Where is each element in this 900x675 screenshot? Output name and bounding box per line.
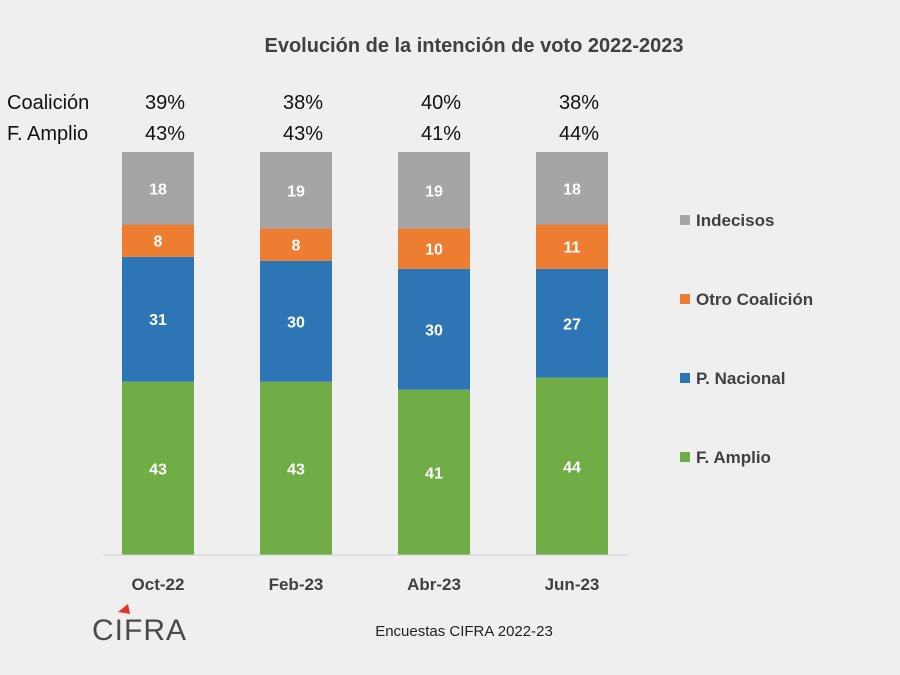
- cifra-logo-text: CIFRA: [92, 614, 187, 647]
- legend-label: P. Nacional: [696, 369, 785, 388]
- bar-value-label: 30: [287, 314, 305, 331]
- bar-value-label: 19: [425, 183, 443, 200]
- summary-value: 38%: [559, 92, 599, 114]
- legend: Indecisos Otro Coalición P. Nacional F. Amp…: [680, 211, 813, 467]
- bar-segment: [536, 268, 608, 378]
- bar-value-label: 8: [292, 238, 301, 255]
- chart-title: Evolución de la intención de voto 2022-2…: [264, 35, 683, 57]
- summary-value: 38%: [283, 92, 323, 114]
- bar-segment: [122, 381, 194, 555]
- bar-value-label: 43: [149, 461, 167, 478]
- bar-segment: [398, 389, 470, 555]
- cifra-logo: CIFRA: [92, 604, 187, 647]
- x-tick-label: Oct-22: [132, 575, 185, 594]
- bar-segment: [536, 224, 608, 269]
- x-tick-label: Feb-23: [269, 575, 324, 594]
- bar-segment: [536, 377, 608, 555]
- legend-swatch: [680, 294, 690, 304]
- summary-value: 43%: [283, 123, 323, 145]
- bar-segment: [260, 152, 332, 229]
- bar-value-label: 31: [149, 312, 167, 329]
- bar-segment: [260, 228, 332, 261]
- bar-value-label: 18: [149, 181, 167, 198]
- bar-segment: [260, 381, 332, 555]
- bar-segment: [122, 256, 194, 382]
- bar-segment: [536, 152, 608, 225]
- summary-row-label: Coalición: [7, 92, 89, 114]
- bar-value-label: 18: [563, 181, 581, 198]
- bar-value-label: 41: [425, 465, 443, 482]
- legend-swatch: [680, 215, 690, 225]
- bar-segment: [122, 152, 194, 225]
- summary-value: 43%: [145, 123, 185, 145]
- bar-segment: [398, 268, 470, 390]
- x-tick-label: Jun-23: [545, 575, 600, 594]
- bar-value-label: 10: [425, 242, 443, 259]
- bars: 43 31 8 18 43 30 8 19 41 30 10 19 44 27 11 18: [122, 152, 608, 555]
- bar-value-label: 27: [563, 316, 581, 333]
- bar-value-label: 43: [287, 461, 305, 478]
- source-note: Encuestas CIFRA 2022-23: [375, 623, 553, 640]
- bar-segment: [398, 228, 470, 269]
- bar-value-label: 19: [287, 183, 305, 200]
- x-axis-labels: Oct-22 Feb-23 Abr-23 Jun-23: [132, 575, 600, 594]
- bar-value-label: 44: [563, 459, 581, 476]
- bar-value-label: 11: [564, 240, 581, 257]
- summary-value: 41%: [421, 123, 461, 145]
- logo-accent-icon: [118, 604, 130, 614]
- legend-swatch: [680, 452, 690, 462]
- bar-segment: [122, 224, 194, 257]
- summary-value: 40%: [421, 92, 461, 114]
- summary-value: 39%: [145, 92, 185, 114]
- summary-value: 44%: [559, 123, 599, 145]
- summary-row-label: F. Amplio: [7, 123, 88, 145]
- legend-swatch: [680, 373, 690, 383]
- bar-segment: [398, 152, 470, 229]
- legend-label: Otro Coalición: [696, 290, 813, 309]
- bar-value-label: 30: [425, 322, 443, 339]
- bar-value-label: 8: [154, 234, 163, 251]
- legend-label: Indecisos: [696, 211, 774, 230]
- x-tick-label: Abr-23: [407, 575, 461, 594]
- summary-table: Coalición 39% 38% 40% 38% F. Amplio 43% 43% 41% 4…: [7, 92, 599, 145]
- bar-segment: [260, 260, 332, 382]
- legend-label: F. Amplio: [696, 448, 771, 467]
